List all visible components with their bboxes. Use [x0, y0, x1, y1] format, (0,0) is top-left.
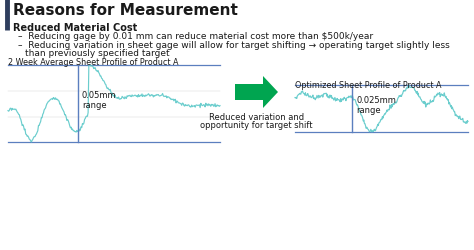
Text: Reduced Material Cost: Reduced Material Cost: [13, 23, 137, 33]
Text: Reasons for Measurement: Reasons for Measurement: [13, 3, 238, 18]
Polygon shape: [235, 77, 278, 108]
Text: than previously specified target: than previously specified target: [25, 49, 170, 58]
Text: Optimized Sheet Profile of Product A: Optimized Sheet Profile of Product A: [295, 81, 441, 90]
Text: opportunity for target shift: opportunity for target shift: [200, 120, 313, 130]
Text: 2 Week Average Sheet Profile of Product A: 2 Week Average Sheet Profile of Product …: [8, 58, 179, 67]
Text: 0.025mm
range: 0.025mm range: [356, 96, 396, 115]
Text: –  Reducing variation in sheet gage will allow for target shifting → operating t: – Reducing variation in sheet gage will …: [18, 41, 450, 50]
Text: 0.05mm
range: 0.05mm range: [82, 90, 117, 110]
Text: Reduced variation and: Reduced variation and: [209, 112, 304, 122]
Text: –  Reducing gage by 0.01 mm can reduce material cost more than $500k/year: – Reducing gage by 0.01 mm can reduce ma…: [18, 32, 373, 41]
